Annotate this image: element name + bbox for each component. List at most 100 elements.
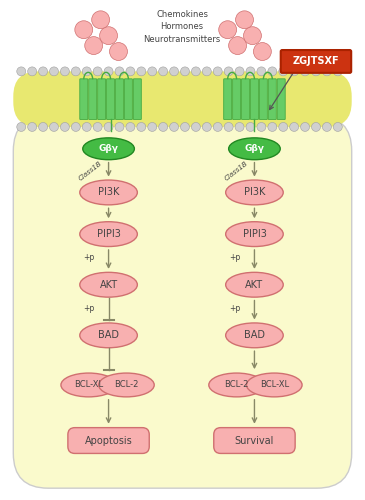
Text: Apoptosis: Apoptosis bbox=[85, 436, 132, 446]
Circle shape bbox=[110, 42, 127, 60]
Ellipse shape bbox=[83, 138, 134, 160]
Circle shape bbox=[301, 122, 310, 132]
Circle shape bbox=[159, 67, 168, 76]
FancyBboxPatch shape bbox=[277, 79, 285, 120]
Circle shape bbox=[17, 122, 26, 132]
Circle shape bbox=[268, 122, 277, 132]
Text: PIPI3: PIPI3 bbox=[97, 229, 120, 239]
Circle shape bbox=[311, 122, 320, 132]
FancyBboxPatch shape bbox=[281, 50, 351, 73]
Circle shape bbox=[39, 67, 47, 76]
Circle shape bbox=[253, 42, 271, 60]
Circle shape bbox=[257, 122, 266, 132]
Circle shape bbox=[104, 122, 113, 132]
Circle shape bbox=[137, 122, 146, 132]
FancyBboxPatch shape bbox=[80, 79, 88, 120]
Circle shape bbox=[82, 67, 91, 76]
Circle shape bbox=[257, 67, 266, 76]
Ellipse shape bbox=[226, 272, 283, 297]
Text: Gβγ: Gβγ bbox=[245, 144, 264, 154]
Text: +p: +p bbox=[229, 304, 240, 312]
Circle shape bbox=[126, 67, 135, 76]
Circle shape bbox=[50, 67, 58, 76]
FancyBboxPatch shape bbox=[250, 79, 258, 120]
Circle shape bbox=[279, 67, 288, 76]
Text: Class1B: Class1B bbox=[78, 160, 103, 182]
Circle shape bbox=[159, 122, 168, 132]
Text: BCL-XL: BCL-XL bbox=[260, 380, 289, 390]
Text: BAD: BAD bbox=[244, 330, 265, 340]
Circle shape bbox=[71, 67, 80, 76]
Circle shape bbox=[191, 122, 200, 132]
FancyBboxPatch shape bbox=[124, 79, 132, 120]
Ellipse shape bbox=[209, 373, 264, 397]
Text: Gβγ: Gβγ bbox=[99, 144, 119, 154]
Circle shape bbox=[28, 67, 36, 76]
Text: Survival: Survival bbox=[235, 436, 274, 446]
Circle shape bbox=[333, 122, 342, 132]
Circle shape bbox=[17, 67, 26, 76]
Circle shape bbox=[170, 122, 178, 132]
Circle shape bbox=[115, 122, 124, 132]
Circle shape bbox=[243, 26, 261, 44]
Circle shape bbox=[104, 67, 113, 76]
Circle shape bbox=[148, 122, 157, 132]
FancyBboxPatch shape bbox=[13, 116, 352, 488]
Circle shape bbox=[202, 67, 211, 76]
Ellipse shape bbox=[246, 373, 302, 397]
Circle shape bbox=[28, 122, 36, 132]
Circle shape bbox=[219, 21, 237, 38]
Ellipse shape bbox=[80, 222, 137, 246]
FancyBboxPatch shape bbox=[260, 79, 267, 120]
Ellipse shape bbox=[226, 180, 283, 205]
FancyBboxPatch shape bbox=[13, 72, 352, 127]
Ellipse shape bbox=[80, 323, 137, 348]
FancyBboxPatch shape bbox=[133, 79, 141, 120]
Circle shape bbox=[50, 122, 58, 132]
Text: PI3K: PI3K bbox=[98, 188, 119, 198]
FancyBboxPatch shape bbox=[214, 428, 295, 454]
Circle shape bbox=[115, 67, 124, 76]
Circle shape bbox=[301, 67, 310, 76]
Circle shape bbox=[191, 67, 200, 76]
Circle shape bbox=[290, 67, 299, 76]
Ellipse shape bbox=[226, 222, 283, 246]
Circle shape bbox=[100, 26, 118, 44]
Circle shape bbox=[75, 21, 93, 38]
FancyBboxPatch shape bbox=[268, 79, 276, 120]
Circle shape bbox=[92, 11, 109, 28]
FancyBboxPatch shape bbox=[68, 428, 149, 454]
Circle shape bbox=[82, 122, 91, 132]
Circle shape bbox=[213, 122, 222, 132]
Ellipse shape bbox=[80, 272, 137, 297]
FancyBboxPatch shape bbox=[98, 79, 105, 120]
Circle shape bbox=[290, 122, 299, 132]
Circle shape bbox=[235, 11, 253, 28]
Circle shape bbox=[235, 67, 244, 76]
Circle shape bbox=[322, 67, 331, 76]
Circle shape bbox=[224, 67, 233, 76]
Circle shape bbox=[93, 67, 102, 76]
Circle shape bbox=[170, 67, 178, 76]
Text: BCL-2: BCL-2 bbox=[224, 380, 249, 390]
Circle shape bbox=[148, 67, 157, 76]
Circle shape bbox=[246, 122, 255, 132]
Circle shape bbox=[93, 122, 102, 132]
Ellipse shape bbox=[226, 323, 283, 348]
FancyBboxPatch shape bbox=[115, 79, 123, 120]
FancyBboxPatch shape bbox=[107, 79, 115, 120]
Circle shape bbox=[202, 122, 211, 132]
Circle shape bbox=[228, 36, 246, 54]
Text: BCL-2: BCL-2 bbox=[114, 380, 139, 390]
Circle shape bbox=[279, 122, 288, 132]
Circle shape bbox=[39, 122, 47, 132]
FancyBboxPatch shape bbox=[242, 79, 250, 120]
Text: BAD: BAD bbox=[98, 330, 119, 340]
Text: BCL-XL: BCL-XL bbox=[74, 380, 103, 390]
Text: PI3K: PI3K bbox=[244, 188, 265, 198]
Text: ZGJTSXF: ZGJTSXF bbox=[293, 56, 339, 66]
Circle shape bbox=[126, 122, 135, 132]
Circle shape bbox=[71, 122, 80, 132]
Circle shape bbox=[246, 67, 255, 76]
FancyBboxPatch shape bbox=[224, 79, 232, 120]
